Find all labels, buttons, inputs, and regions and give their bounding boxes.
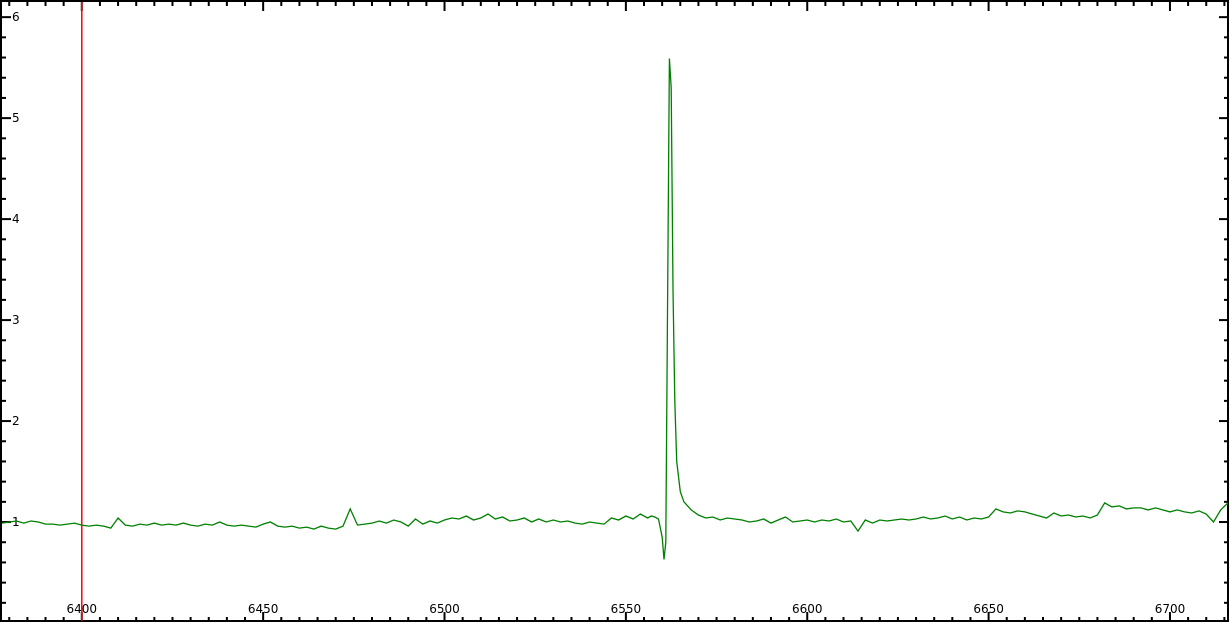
y-tick-label: 4 (12, 212, 20, 226)
x-tick-label: 6650 (973, 602, 1004, 616)
y-tick-label: 2 (12, 414, 20, 428)
x-tick-label: 6550 (611, 602, 642, 616)
y-tick-label: 1 (12, 515, 20, 529)
x-tick-label: 6700 (1155, 602, 1186, 616)
x-tick-label: 6500 (429, 602, 460, 616)
x-tick-label: 6450 (248, 602, 279, 616)
y-tick-label: 5 (12, 111, 20, 125)
x-tick-label: 6600 (792, 602, 823, 616)
spectrum-line (1, 58, 1229, 560)
y-tick-label: 6 (12, 10, 20, 24)
y-tick-label: 3 (12, 313, 20, 327)
